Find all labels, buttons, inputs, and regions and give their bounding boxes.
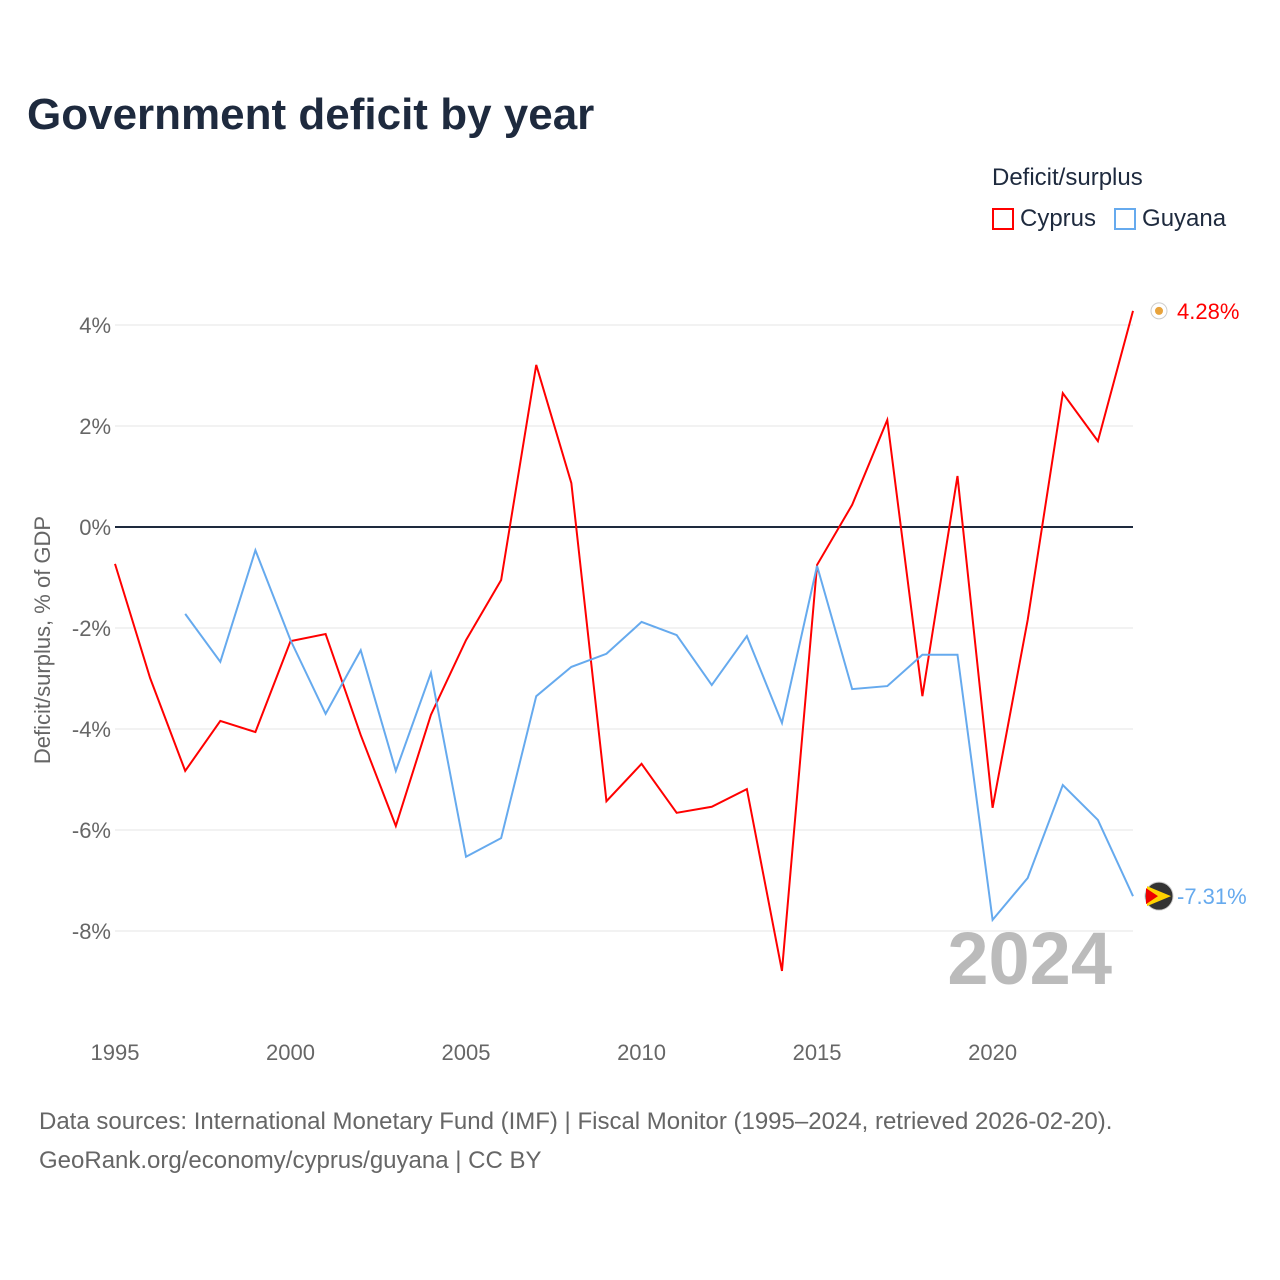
- y-tick-label: 4%: [79, 313, 111, 338]
- x-tick-label: 2015: [793, 1040, 842, 1065]
- chart-title: Government deficit by year: [27, 90, 595, 139]
- x-tick-label: 2000: [266, 1040, 315, 1065]
- legend-swatch-cyprus: [992, 208, 1014, 230]
- legend-label: Guyana: [1142, 205, 1227, 232]
- y-tick-label: 0%: [79, 515, 111, 540]
- year-watermark: 2024: [947, 917, 1112, 1000]
- guyana-flag-triangle-icon: [1146, 888, 1158, 905]
- y-tick-label: -2%: [72, 616, 111, 641]
- end-value-label-cyprus: 4.28%: [1177, 299, 1239, 324]
- legend-title: Deficit/surplus: [992, 164, 1143, 191]
- footer-sources: Data sources: International Monetary Fun…: [39, 1108, 1113, 1135]
- x-tick-label: 1995: [91, 1040, 140, 1065]
- y-axis-label: Deficit/surplus, % of GDP: [30, 516, 55, 764]
- y-tick-label: 2%: [79, 414, 111, 439]
- legend-item-cyprus[interactable]: Cyprus: [992, 205, 1096, 233]
- x-tick-label: 2020: [968, 1040, 1017, 1065]
- x-tick-label: 2010: [617, 1040, 666, 1065]
- series-line-cyprus: [114, 310, 1134, 972]
- legend-swatch-guyana: [1114, 208, 1137, 230]
- x-tick-label: 2005: [442, 1040, 491, 1065]
- end-value-label-guyana: -7.31%: [1177, 884, 1247, 909]
- legend-item-guyana[interactable]: Guyana: [1114, 205, 1226, 233]
- y-tick-label: -8%: [72, 919, 111, 944]
- y-tick-label: -6%: [72, 818, 111, 843]
- footer-attribution: GeoRank.org/economy/cyprus/guyana | CC B…: [39, 1147, 542, 1174]
- series-line-guyana: [184, 547, 1134, 923]
- legend: Cyprus Guyana: [992, 205, 1226, 233]
- legend-label: Cyprus: [1020, 205, 1097, 232]
- cyprus-flag-map-icon: [1155, 306, 1163, 315]
- y-tick-label: -4%: [72, 717, 111, 742]
- guyana-flag-arrow-icon: [1147, 886, 1171, 907]
